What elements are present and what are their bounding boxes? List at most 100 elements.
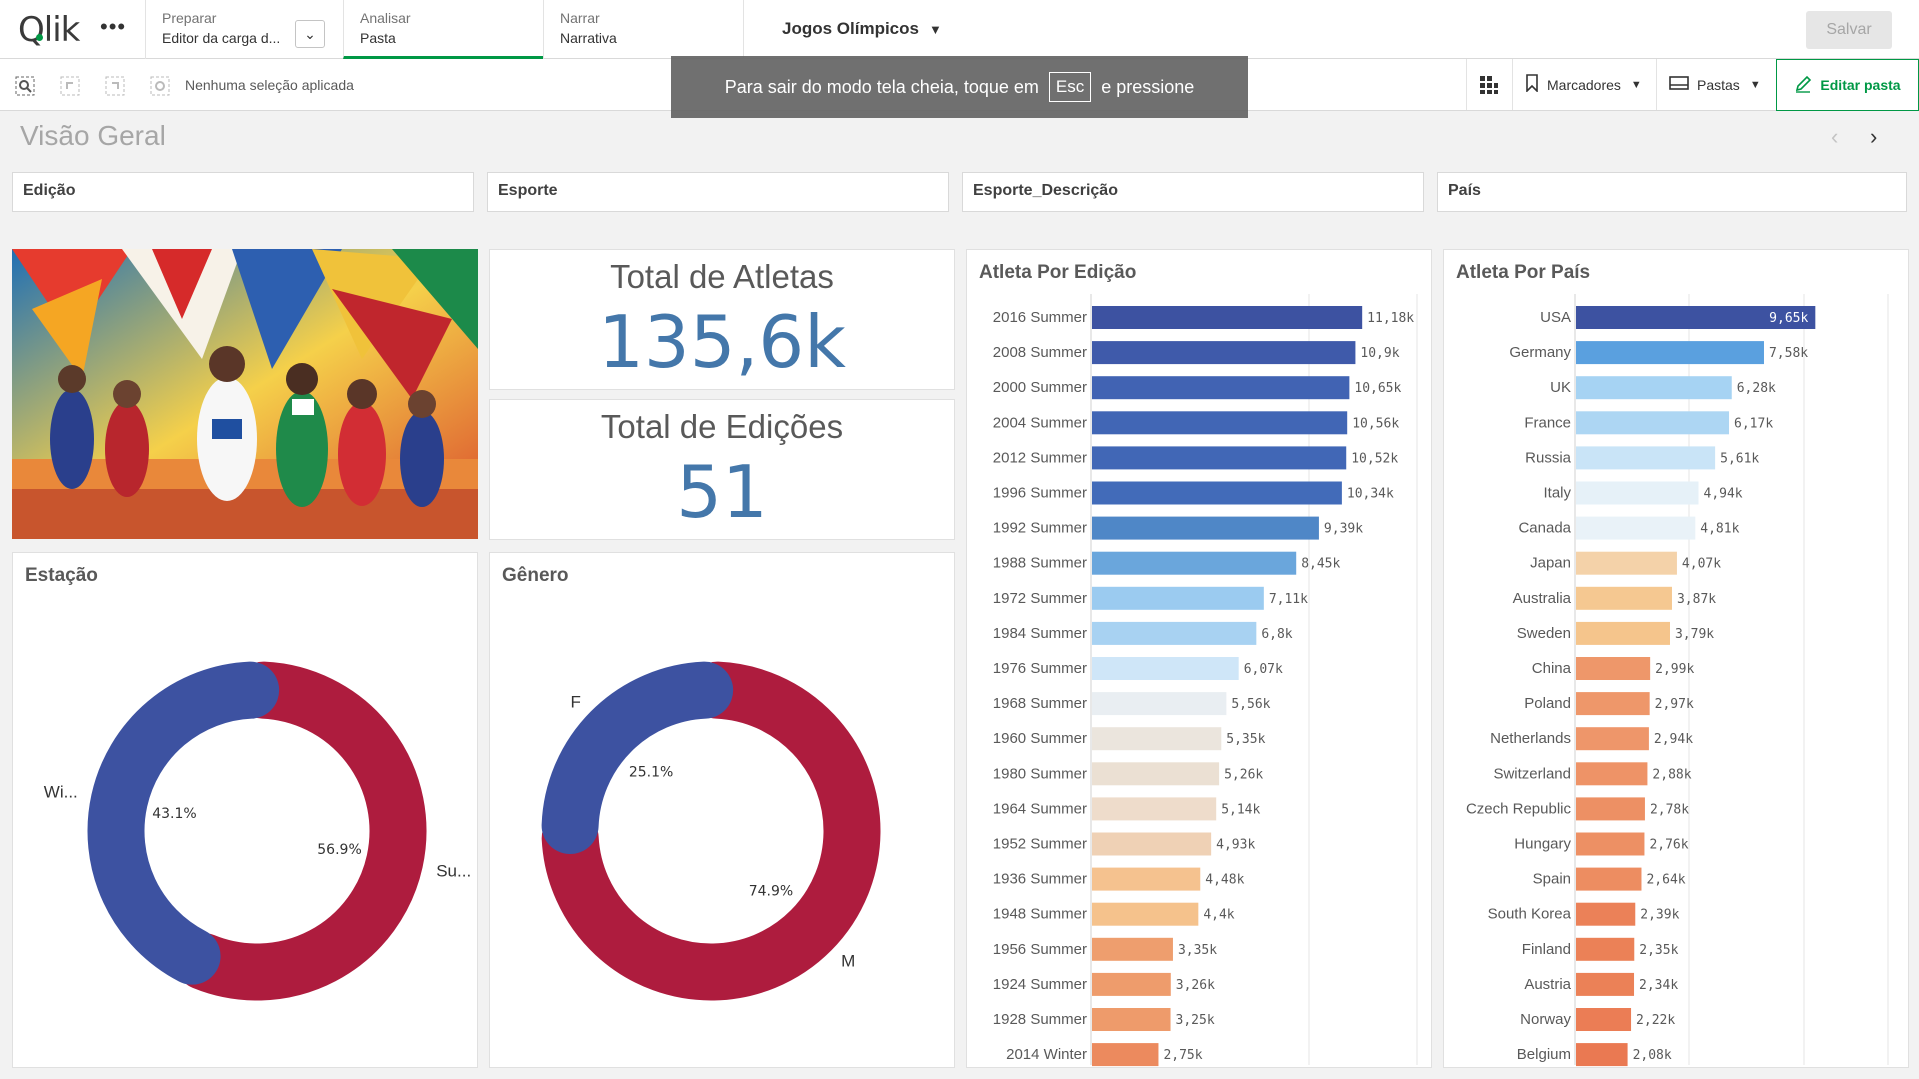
bar[interactable]: [1092, 832, 1212, 856]
bar[interactable]: [1092, 481, 1342, 505]
donut-slice[interactable]: [541, 661, 881, 1001]
filter-sport[interactable]: Esporte: [487, 172, 949, 212]
season-chart-panel[interactable]: Estação 43.1% Wi... 56.9% Su...: [12, 552, 478, 1068]
bar[interactable]: [1092, 867, 1201, 891]
bar[interactable]: [1092, 692, 1227, 716]
bar[interactable]: [1576, 692, 1650, 716]
bar-category-label: 1980 Summer: [993, 765, 1087, 782]
bar[interactable]: [1576, 902, 1636, 926]
donut-category-label: M: [841, 951, 855, 970]
bar-value-label: 2,34k: [1639, 978, 1678, 993]
bar-category-label: Belgium: [1517, 1046, 1571, 1063]
bar[interactable]: [1576, 341, 1764, 365]
bar-value-label: 4,4k: [1203, 908, 1234, 923]
app-title-dropdown[interactable]: Jogos Olímpicos ▼: [782, 19, 942, 39]
bar[interactable]: [1092, 762, 1220, 786]
kpi-total-athletes[interactable]: Total de Atletas 135,6k: [489, 249, 955, 390]
bar[interactable]: [1092, 1043, 1159, 1067]
bar[interactable]: [1092, 411, 1348, 435]
bar-category-label: 1924 Summer: [993, 976, 1087, 993]
chevron-down-icon: ▼: [928, 22, 942, 37]
bar[interactable]: [1576, 762, 1648, 786]
bar[interactable]: [1092, 551, 1297, 575]
bar[interactable]: [1576, 1043, 1628, 1067]
bar[interactable]: [1576, 411, 1730, 435]
clear-selections-icon[interactable]: [149, 75, 171, 97]
bar[interactable]: [1576, 1008, 1632, 1031]
bar[interactable]: [1576, 937, 1635, 961]
kpi-value: 135,6k: [598, 300, 846, 384]
bar[interactable]: [1092, 1008, 1171, 1031]
bar[interactable]: [1576, 481, 1699, 505]
bar[interactable]: [1576, 551, 1677, 575]
bar-category-label: UK: [1550, 379, 1571, 396]
qlik-logo[interactable]: Qlik: [18, 10, 80, 50]
donut-slice[interactable]: [175, 661, 427, 1001]
bar[interactable]: [1576, 867, 1642, 891]
bar[interactable]: [1092, 516, 1319, 540]
chevron-down-icon[interactable]: ⌄: [295, 20, 325, 48]
bar-value-label: 4,07k: [1682, 557, 1721, 572]
bar[interactable]: [1092, 306, 1363, 329]
bar-category-label: Italy: [1543, 485, 1571, 502]
bar[interactable]: [1576, 832, 1645, 856]
bar[interactable]: [1092, 657, 1239, 680]
filter-sport-description[interactable]: Esporte_Descrição: [962, 172, 1424, 212]
bar[interactable]: [1092, 972, 1171, 996]
bar[interactable]: [1576, 586, 1672, 610]
bar[interactable]: [1092, 727, 1222, 751]
bar[interactable]: [1092, 797, 1217, 821]
bar-category-label: 1972 Summer: [993, 590, 1087, 607]
bar[interactable]: [1092, 446, 1347, 470]
more-options-icon[interactable]: •••: [100, 14, 127, 39]
bar[interactable]: [1576, 657, 1651, 680]
step-back-icon[interactable]: [59, 75, 81, 97]
bar[interactable]: [1576, 727, 1649, 751]
next-sheet-icon[interactable]: ›: [1870, 124, 1878, 149]
save-button[interactable]: Salvar: [1806, 11, 1892, 49]
bookmarks-button[interactable]: Marcadores ▼: [1512, 59, 1656, 110]
edit-sheet-button[interactable]: Editar pasta: [1776, 59, 1919, 111]
donut-slice[interactable]: [87, 661, 280, 985]
smart-search-icon[interactable]: [14, 75, 36, 97]
bar[interactable]: [1576, 621, 1670, 645]
nav-narrate[interactable]: Narrar Narrativa: [543, 0, 743, 59]
bar[interactable]: [1092, 586, 1264, 610]
bar-category-label: Sweden: [1517, 625, 1571, 642]
filter-country[interactable]: País: [1437, 172, 1907, 212]
toast-key: Esc: [1048, 72, 1092, 102]
bar[interactable]: [1092, 621, 1257, 645]
bar-value-label: 6,07k: [1244, 662, 1283, 677]
gender-chart-panel[interactable]: Gênero 25.1% F 74.9% M: [489, 552, 955, 1068]
bar[interactable]: [1576, 972, 1635, 996]
bar[interactable]: [1576, 306, 1816, 329]
top-bar: Qlik ••• Preparar Editor da carga d... ⌄…: [0, 0, 1919, 59]
step-forward-icon[interactable]: [104, 75, 126, 97]
bookmark-icon: [1525, 74, 1539, 95]
bar[interactable]: [1576, 446, 1716, 470]
grid-view-button[interactable]: [1466, 59, 1512, 110]
nav-analyze[interactable]: Analisar Pasta: [343, 0, 543, 59]
athletes-by-edition-panel[interactable]: Atleta Por Edição 2016 Summer 11,18k 2008 …: [966, 249, 1432, 1068]
bar[interactable]: [1092, 937, 1173, 961]
bar-category-label: Germany: [1509, 344, 1571, 361]
bar[interactable]: [1576, 376, 1732, 400]
filter-edition[interactable]: Edição: [12, 172, 474, 212]
sheets-button[interactable]: Pastas ▼: [1656, 59, 1776, 110]
bar[interactable]: [1092, 902, 1199, 926]
kpi-total-editions[interactable]: Total de Edições 51: [489, 399, 955, 540]
divider: [743, 0, 744, 59]
bar[interactable]: [1576, 516, 1696, 540]
previous-sheet-icon[interactable]: ‹: [1831, 124, 1839, 149]
donut-slice[interactable]: [541, 661, 734, 855]
nav-prepare[interactable]: Preparar Editor da carga d...: [145, 0, 343, 59]
bar-value-label: 10,56k: [1352, 416, 1399, 431]
bar-value-label: 2,94k: [1654, 732, 1693, 747]
bar-value-label: 2,64k: [1646, 873, 1685, 888]
bar-value-label: 7,58k: [1769, 346, 1808, 361]
bar-category-label: 1948 Summer: [993, 906, 1087, 923]
athletes-by-country-panel[interactable]: Atleta Por País USA 9,65k Germany 7,58k UK 6,…: [1443, 249, 1909, 1068]
bar[interactable]: [1092, 376, 1350, 400]
bar[interactable]: [1092, 341, 1356, 365]
bar[interactable]: [1576, 797, 1645, 821]
